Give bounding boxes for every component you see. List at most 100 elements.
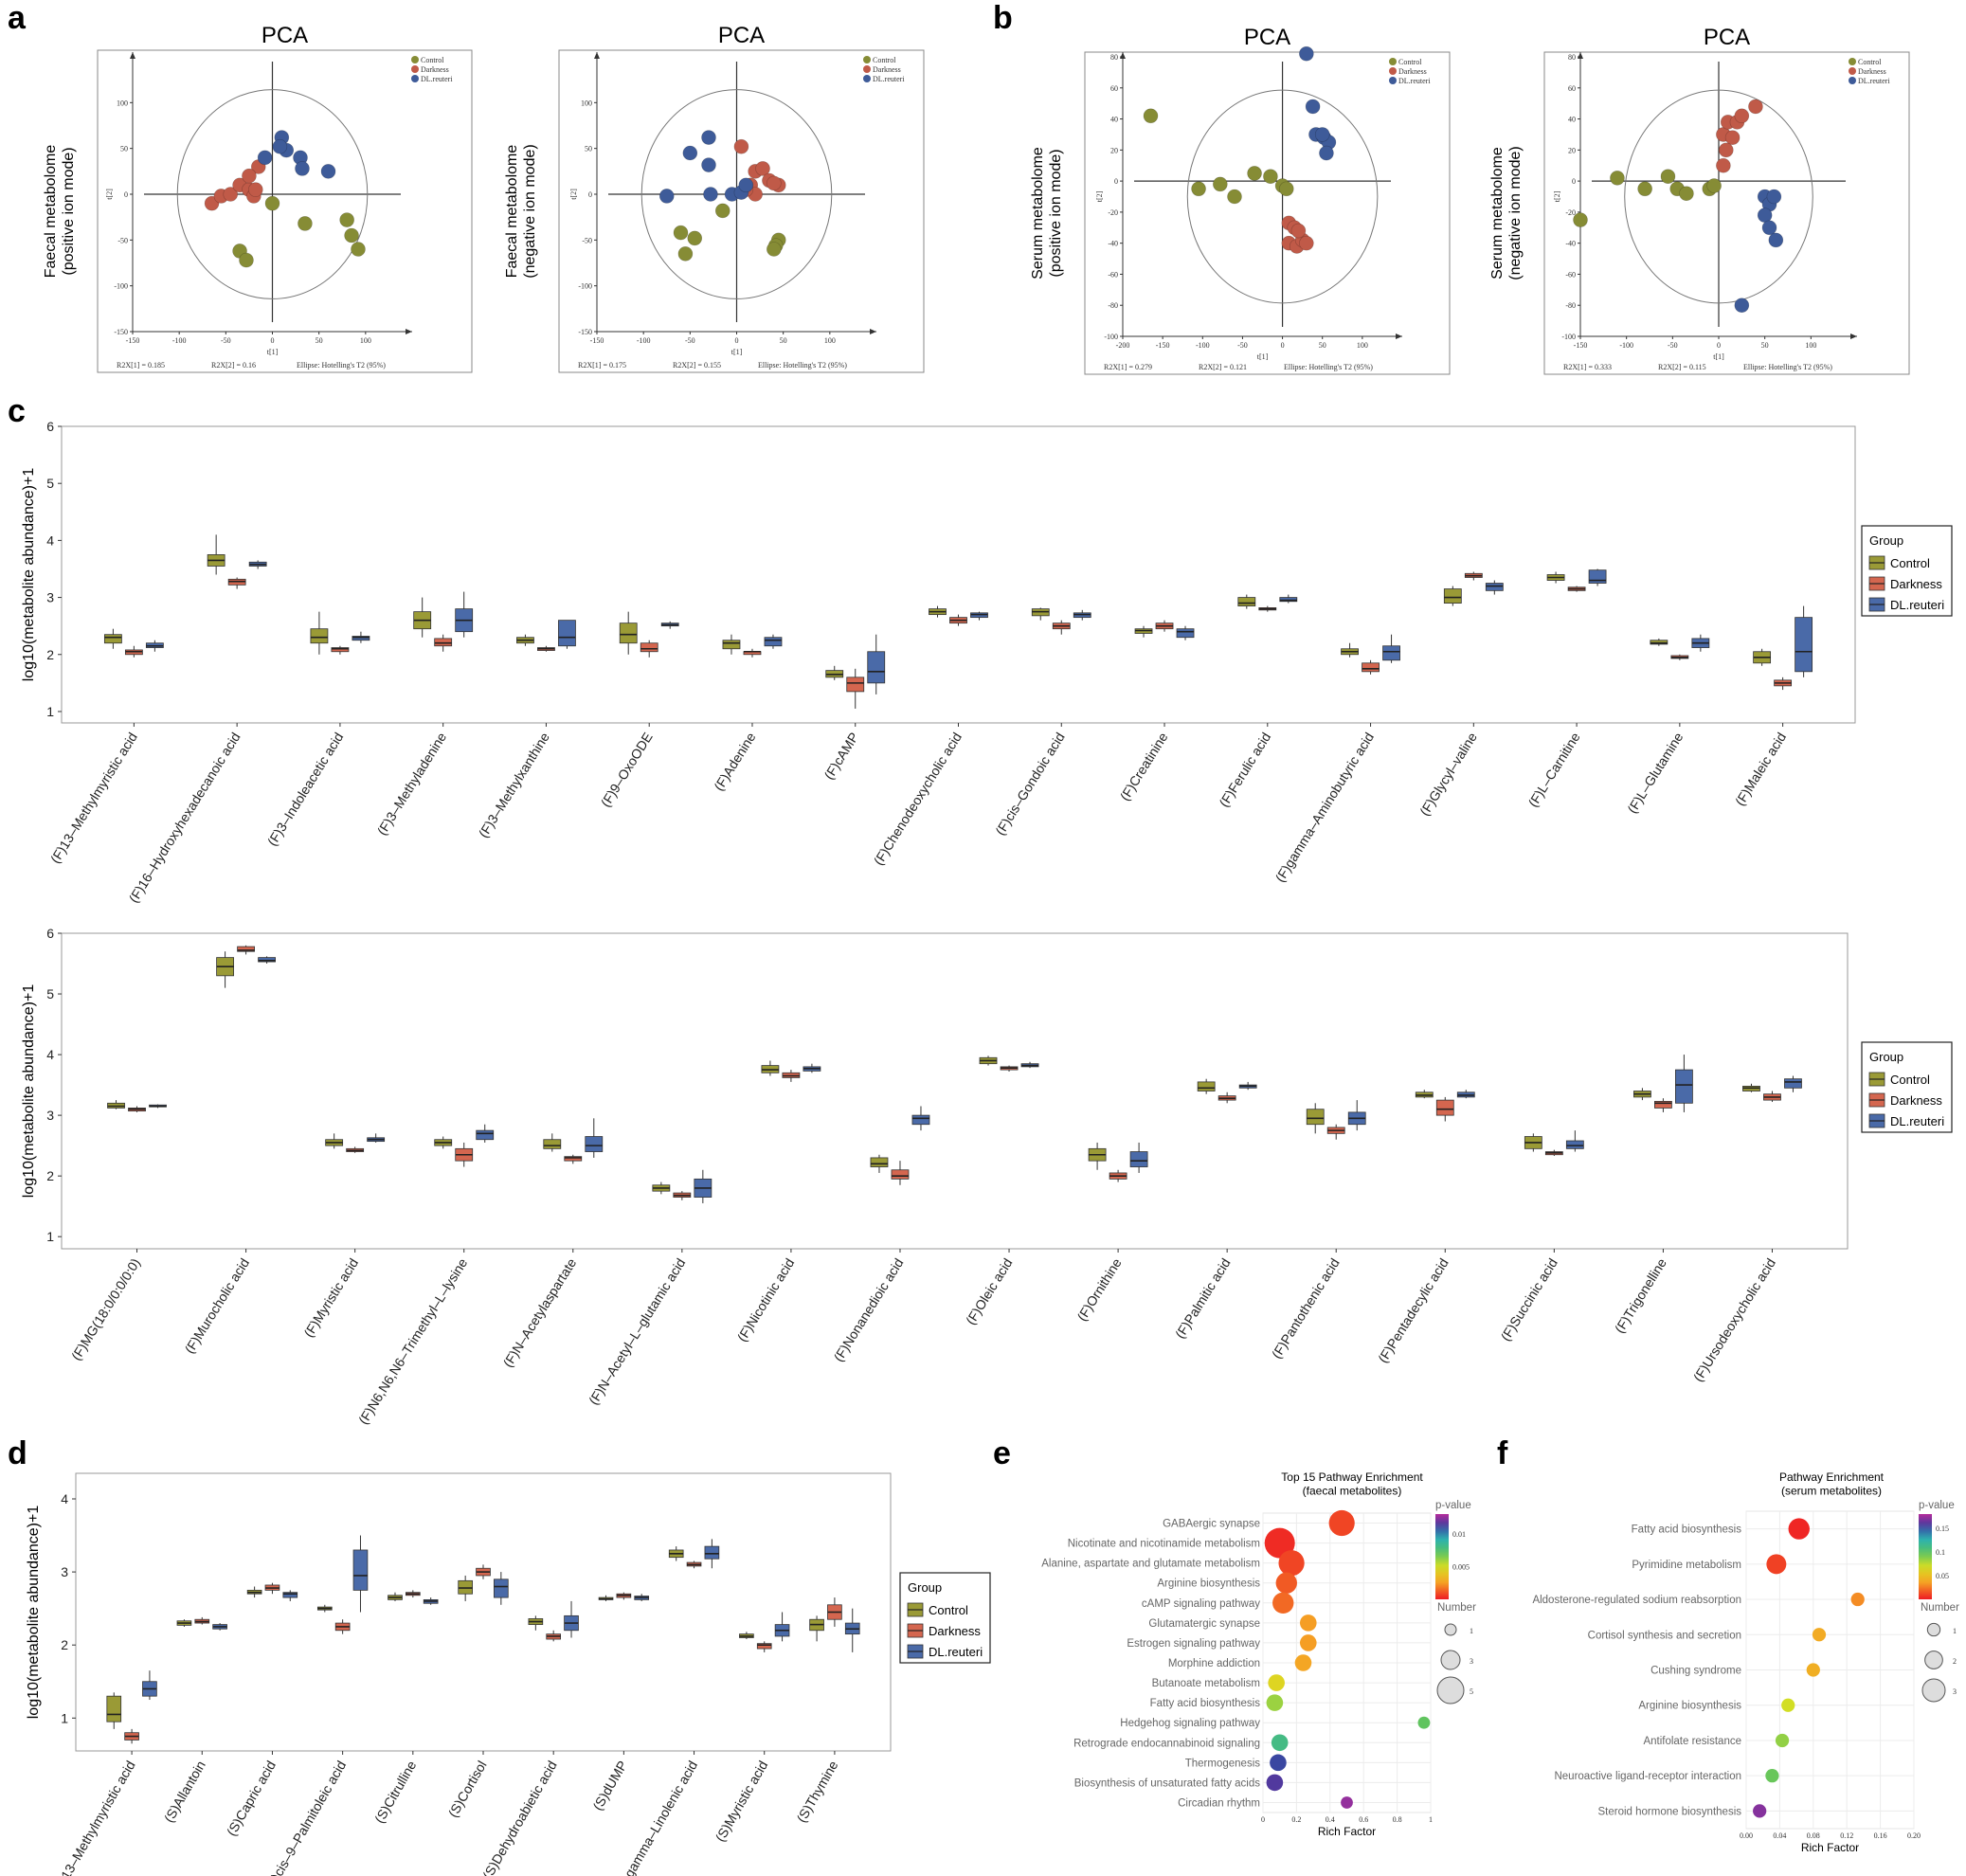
legend-label: Control [1890, 1073, 1930, 1087]
cbar-tick: 0.1 [1936, 1548, 1945, 1557]
x-tick-label: 0 [1717, 341, 1721, 350]
pathway-label: Alanine, aspartate and glutamate metabol… [1041, 1559, 1260, 1570]
pca-point-DL.reuteri [257, 150, 273, 166]
box-Darkness [1362, 662, 1380, 673]
y-tick-label: 80 [1568, 53, 1576, 62]
r2x1-note: R2X[1] = 0.333 [1563, 363, 1612, 371]
pathway-dot [1271, 1734, 1289, 1752]
x-tick-label: (F)gamma–Aminobutyric acid [1272, 730, 1377, 885]
legend-label: DL.reuteri [421, 75, 453, 83]
hotelling-ellipse [1624, 89, 1813, 304]
box-Control [1197, 1081, 1216, 1091]
legend-label: Darkness [421, 65, 449, 74]
legend-label: DL.reuteri [1398, 77, 1431, 85]
x-tick-label: 50 [1761, 341, 1769, 350]
box-DL.reuteri [1129, 1151, 1148, 1167]
legend-dot-Darkness [863, 65, 871, 73]
pca-ylabel: Faecal metabolome (positive ion mode) [43, 145, 77, 279]
pca-panels: PCA-150 -100 -50 0 50 100100500-50-100-150t[1… [43, 23, 1910, 375]
legend-dot-DL.reuteri [1849, 77, 1856, 84]
hotelling-ellipse [1186, 89, 1379, 304]
pca-point-DL.reuteri [658, 189, 675, 204]
box-DL.reuteri [476, 1129, 495, 1141]
box-Darkness [756, 1643, 772, 1650]
pca-point-Control [351, 242, 366, 257]
x-tick-label: (F)N–Acetyl–L–glutamic acid [586, 1255, 688, 1407]
x-tick-label: (F)L–Carnitine [1525, 730, 1583, 810]
legend-dot-Control [863, 56, 871, 63]
pca-ylabel-line: (positive ion mode) [1048, 149, 1064, 277]
pathway-title: Pathway Enrichment (serum metabolites) [1779, 1470, 1885, 1497]
box-DL.reuteri [1176, 628, 1195, 639]
pca-frame [97, 49, 473, 373]
legend-label: DL.reuteri [1890, 598, 1944, 612]
box-DL.reuteri [1485, 583, 1504, 591]
legend-dot-DL.reuteri [411, 75, 419, 82]
x-tick-label: (F)Adenine [711, 730, 758, 793]
pca-point-Darkness [1716, 157, 1731, 173]
y-tick-label: -60 [1565, 270, 1576, 279]
pathway-label: Morphine addiction [1168, 1658, 1260, 1669]
x-tick-label: 100 [360, 336, 371, 345]
x-tick-label: -100 [172, 336, 187, 345]
panel-label-c: c [8, 393, 26, 429]
x-tick-label: 0 [271, 336, 275, 345]
y-tick-label: 6 [46, 419, 54, 434]
x-tick-label: 1 [1429, 1815, 1433, 1824]
y-tick-label: -50 [117, 236, 128, 244]
pca-ylabel: Serum metabolome (negative ion mode) [1489, 146, 1524, 280]
pathway-label: Estrogen signaling pathway [1127, 1638, 1260, 1650]
pathway-label: Biosynthesis of unsaturated fatty acids [1074, 1777, 1260, 1789]
x-tick-label: -150 [590, 336, 604, 345]
x-tick-label: (F)Oleic acid [963, 1255, 1016, 1327]
size-tick: 2 [1953, 1657, 1957, 1666]
y-tick-label: -40 [1108, 240, 1118, 248]
pca-point-Darkness [767, 175, 782, 191]
legend-label: Darkness [873, 65, 901, 74]
x-tick-label: (F)9–OxoODE [598, 730, 656, 809]
x-tick-label: (F)cis–Gondoic acid [992, 730, 1068, 838]
y-tick-label: -20 [1565, 208, 1576, 217]
pca-point-Control [298, 216, 313, 231]
pca-point-Control [1191, 181, 1206, 197]
cbar-title: p-value [1435, 1500, 1471, 1511]
y-tick-label: 80 [1110, 53, 1118, 62]
panel-label-b: b [993, 0, 1013, 36]
pathway-label: GABAergic synapse [1163, 1519, 1260, 1530]
pathway-pathway2: Pathway Enrichment (serum metabolites) 0.0… [1532, 1470, 1959, 1854]
x-tick-label: (F)3–Methyladenine [374, 730, 450, 838]
box-DL.reuteri [1279, 597, 1298, 603]
y-tick-label: 5 [46, 476, 54, 491]
box-DL.reuteri [704, 1545, 720, 1560]
x-arrow [1850, 334, 1857, 339]
pca-point-Darkness [1724, 130, 1741, 146]
box-Control [103, 634, 122, 644]
legend-label: Darkness [1890, 1093, 1942, 1108]
pca-point-Control [687, 230, 703, 246]
y-tick-label: 0 [1572, 177, 1576, 186]
y-tick-label: 0 [1114, 177, 1118, 186]
box-Control [619, 622, 638, 644]
pathway-label: Glutamatergic synapse [1148, 1618, 1260, 1630]
box-DL.reuteri [1784, 1078, 1802, 1089]
pca-point-Darkness [1748, 99, 1763, 115]
pca-point-Control [677, 246, 694, 262]
box-DL.reuteri [911, 1114, 930, 1126]
pca-point-Darkness [1734, 108, 1750, 124]
pca-point-DL.reuteri [1766, 189, 1782, 205]
pathway-dot [1275, 1572, 1297, 1594]
box-DL.reuteri [867, 651, 886, 684]
pca-point-Control [239, 252, 254, 268]
y-tick-label: 1 [46, 1229, 54, 1244]
pathway-title-line: (faecal metabolites) [1303, 1484, 1402, 1497]
pathway-dot [1268, 1674, 1285, 1691]
box-Darkness [1654, 1100, 1672, 1109]
box-Control [722, 640, 741, 650]
x-tick-label: (F)3–Indoleacetic acid [264, 730, 347, 848]
r2x2-note: R2X[2] = 0.155 [673, 361, 721, 370]
x-tick-label: (S)Dehydroabietic acid [479, 1759, 560, 1876]
pca-frame [558, 49, 925, 373]
x-axis-label: Rich Factor [1801, 1841, 1859, 1854]
size-circle [1921, 1678, 1946, 1703]
pathway-label: Thermogenesis [1185, 1758, 1261, 1769]
